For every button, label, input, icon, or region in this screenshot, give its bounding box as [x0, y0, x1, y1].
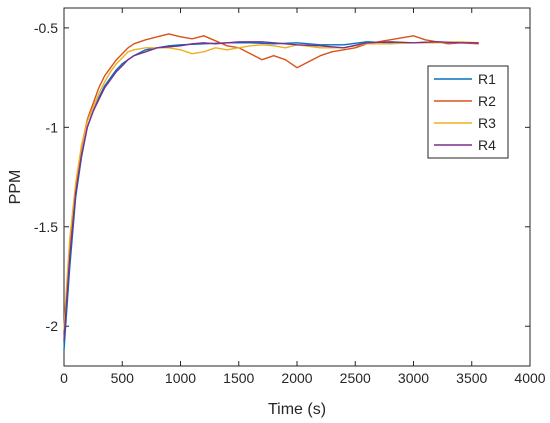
y-axis: -2 -1.5 -1 -0.5	[34, 20, 530, 334]
plot-frame	[63, 7, 531, 367]
legend-label: R4	[478, 137, 496, 153]
legend-label: R3	[478, 115, 496, 131]
series-line-r2	[63, 33, 479, 333]
series-line-r4	[63, 41, 479, 341]
legend-box	[427, 65, 509, 159]
x-tick-label: 3500	[456, 370, 487, 386]
x-tick-label: 4000	[514, 370, 545, 386]
plot-area	[63, 7, 531, 367]
x-tick-label: 500	[111, 370, 135, 386]
x-tick-label: 2000	[281, 370, 312, 386]
x-tick-label: 0	[60, 370, 68, 386]
legend: R1 R2 R3 R4	[427, 65, 509, 159]
x-tick-label: 1000	[165, 370, 196, 386]
x-axis: 0 500 1000 1500 2000 2500 3000 3500 4000	[60, 8, 546, 386]
y-tick-label: -2	[46, 318, 59, 334]
y-tick-label: -1.5	[34, 219, 58, 235]
x-tick-label: 2500	[340, 370, 371, 386]
y-axis-label: PPM	[7, 170, 24, 205]
x-axis-label: Time (s)	[268, 401, 326, 418]
y-tick-label: -0.5	[34, 20, 58, 36]
y-tick-label: -1	[46, 119, 59, 135]
x-tick-label: 1500	[223, 370, 254, 386]
x-tick-label: 3000	[398, 370, 429, 386]
legend-label: R1	[478, 71, 496, 87]
legend-label: R2	[478, 93, 496, 109]
series-lines	[63, 33, 479, 351]
